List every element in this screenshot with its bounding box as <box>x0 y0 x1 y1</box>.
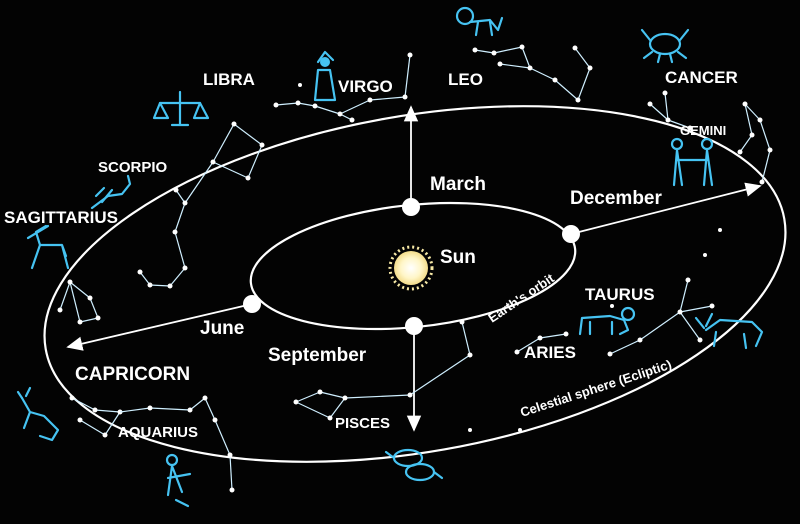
constellation-stars-sagittarius <box>57 279 101 325</box>
pisces-symbol-icon <box>384 448 444 482</box>
background-stars <box>298 83 722 432</box>
earth-position-march <box>402 198 420 216</box>
constellation-label-leo: LEO <box>448 70 483 89</box>
constellation-label-capricorn: CAPRICORN <box>75 364 190 385</box>
earth-orbit-label: Earth's orbit <box>485 270 557 325</box>
sun-label: Sun <box>440 247 476 268</box>
sagittarius-symbol-icon <box>26 224 70 270</box>
constellation-label-libra: LIBRA <box>203 70 255 89</box>
month-label-june: June <box>200 318 244 339</box>
arrow-june <box>66 303 253 351</box>
taurus-symbol-icon <box>694 312 764 350</box>
month-label-december: December <box>570 188 662 209</box>
virgo-symbol-icon <box>313 50 337 102</box>
earth-position-september <box>405 317 423 335</box>
month-label-march: March <box>430 174 486 195</box>
constellation-label-sagittarius: SAGITTARIUS <box>4 208 118 227</box>
constellation-stars-aries <box>514 331 569 355</box>
celestial-sphere-ellipse <box>43 105 787 463</box>
constellation-label-taurus: TAURUS <box>585 285 655 304</box>
constellation-label-aquarius: AQUARIUS <box>118 424 198 441</box>
aries-symbol-icon <box>578 306 636 336</box>
libra-symbol-icon <box>152 90 210 127</box>
aquarius-symbol-icon <box>165 453 192 508</box>
capricorn-symbol-icon <box>16 386 60 442</box>
constellation-stars-libra <box>184 121 265 204</box>
constellation-stars-taurus <box>607 277 715 357</box>
constellation-stars-aquarius <box>119 395 235 493</box>
cancer-symbol-icon <box>640 28 690 64</box>
arrow-december <box>570 182 762 235</box>
constellation-label-aries: ARIES <box>524 343 576 362</box>
celestial-sphere-label: Celestial sphere (Ecliptic) <box>518 357 673 420</box>
constellation-stars-capricorn <box>69 395 123 438</box>
constellation-label-scorpio: SCORPIO <box>98 159 168 176</box>
constellation-stars-scorpio <box>137 187 188 289</box>
month-label-september: September <box>268 345 367 366</box>
scorpio-symbol-icon <box>90 174 132 210</box>
constellation-label-gemini: GEMINI <box>680 123 726 138</box>
constellation-stars-gemini <box>737 101 773 185</box>
constellation-stars-cancer <box>647 90 693 131</box>
constellation-label-cancer: CANCER <box>665 68 738 87</box>
earth-position-december <box>562 225 580 243</box>
leo-symbol-icon <box>455 6 504 37</box>
earth-position-june <box>243 295 261 313</box>
constellation-stars-leo <box>472 44 593 103</box>
constellation-label-virgo: VIRGO <box>338 77 393 96</box>
constellation-stars-virgo <box>273 52 413 123</box>
constellation-label-pisces: PISCES <box>335 415 390 432</box>
constellation-stars-pisces <box>293 319 473 421</box>
sun-icon <box>388 245 434 291</box>
gemini-symbol-icon <box>670 137 714 187</box>
